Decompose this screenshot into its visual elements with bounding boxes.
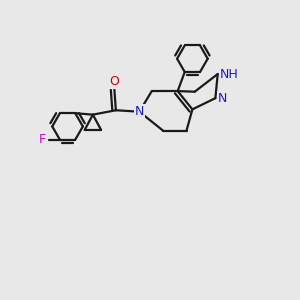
- Text: N: N: [135, 105, 144, 118]
- Text: O: O: [110, 75, 119, 88]
- Text: NH: NH: [220, 68, 238, 80]
- Text: N: N: [218, 92, 227, 105]
- Text: F: F: [39, 133, 46, 146]
